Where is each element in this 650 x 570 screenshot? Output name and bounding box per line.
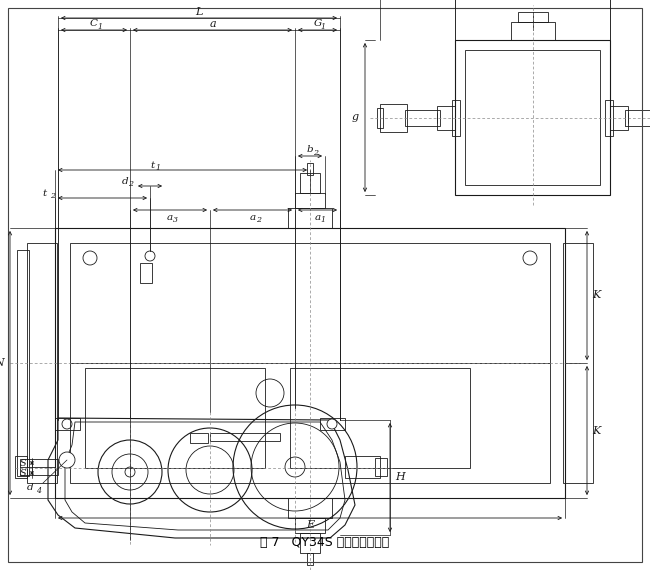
Bar xyxy=(465,50,600,185)
Text: t: t xyxy=(150,161,155,169)
Bar xyxy=(17,250,29,476)
Text: 2: 2 xyxy=(313,149,318,157)
Bar xyxy=(380,104,407,132)
Text: 1: 1 xyxy=(98,23,103,31)
Bar xyxy=(295,518,325,533)
Text: g: g xyxy=(352,112,359,123)
Bar xyxy=(437,105,455,129)
Bar xyxy=(455,40,610,195)
Bar xyxy=(70,243,550,483)
Text: a: a xyxy=(209,19,216,29)
Text: t: t xyxy=(43,189,47,197)
Circle shape xyxy=(327,419,337,429)
Bar xyxy=(610,105,628,129)
Bar xyxy=(295,193,325,208)
Bar xyxy=(563,243,593,483)
Text: d: d xyxy=(27,483,33,492)
Text: C: C xyxy=(90,19,98,29)
Bar xyxy=(20,459,58,475)
Bar xyxy=(307,553,313,565)
Text: 1: 1 xyxy=(321,23,326,31)
Bar xyxy=(300,173,320,193)
Text: 2: 2 xyxy=(256,216,261,224)
Text: G: G xyxy=(313,19,322,29)
Bar xyxy=(15,456,27,478)
Bar xyxy=(85,368,265,468)
Circle shape xyxy=(59,452,75,468)
Bar xyxy=(290,368,470,468)
Bar xyxy=(405,109,440,125)
Text: a: a xyxy=(315,213,320,222)
Text: d: d xyxy=(122,177,128,185)
Text: 1: 1 xyxy=(321,216,326,224)
Text: a: a xyxy=(167,213,173,222)
Bar xyxy=(300,533,320,553)
Text: S: S xyxy=(20,469,26,478)
Circle shape xyxy=(125,467,135,477)
Bar xyxy=(55,418,80,430)
Text: 3: 3 xyxy=(174,216,178,224)
Text: L: L xyxy=(195,7,203,17)
Bar xyxy=(375,458,387,476)
Bar xyxy=(345,456,380,478)
Circle shape xyxy=(83,251,97,265)
Bar xyxy=(517,12,547,22)
Bar xyxy=(210,433,280,441)
Text: 1: 1 xyxy=(156,164,161,172)
Bar xyxy=(288,208,332,228)
Text: K: K xyxy=(592,425,600,435)
Text: N: N xyxy=(0,358,4,368)
Text: 图 7   QY34S 减速器外形尺寸: 图 7 QY34S 减速器外形尺寸 xyxy=(261,535,389,548)
Circle shape xyxy=(145,251,155,261)
Circle shape xyxy=(285,457,305,477)
Text: a: a xyxy=(250,213,255,222)
Text: E: E xyxy=(306,520,314,530)
Circle shape xyxy=(523,251,537,265)
Bar xyxy=(377,108,383,128)
Bar xyxy=(288,498,332,518)
Bar xyxy=(140,263,152,283)
Bar xyxy=(27,243,57,483)
Bar xyxy=(605,100,613,136)
Text: 2: 2 xyxy=(129,180,133,188)
Bar xyxy=(307,163,313,175)
Bar xyxy=(510,22,554,40)
Bar xyxy=(452,100,460,136)
Text: H: H xyxy=(395,473,405,482)
Text: 4: 4 xyxy=(36,487,42,495)
Bar xyxy=(320,418,345,430)
Text: K: K xyxy=(592,291,600,300)
Text: b: b xyxy=(307,145,313,154)
Text: S: S xyxy=(20,458,26,467)
Text: 2: 2 xyxy=(51,192,55,200)
Bar xyxy=(55,228,565,498)
Bar xyxy=(625,109,650,125)
Circle shape xyxy=(62,419,72,429)
Bar xyxy=(190,433,208,443)
